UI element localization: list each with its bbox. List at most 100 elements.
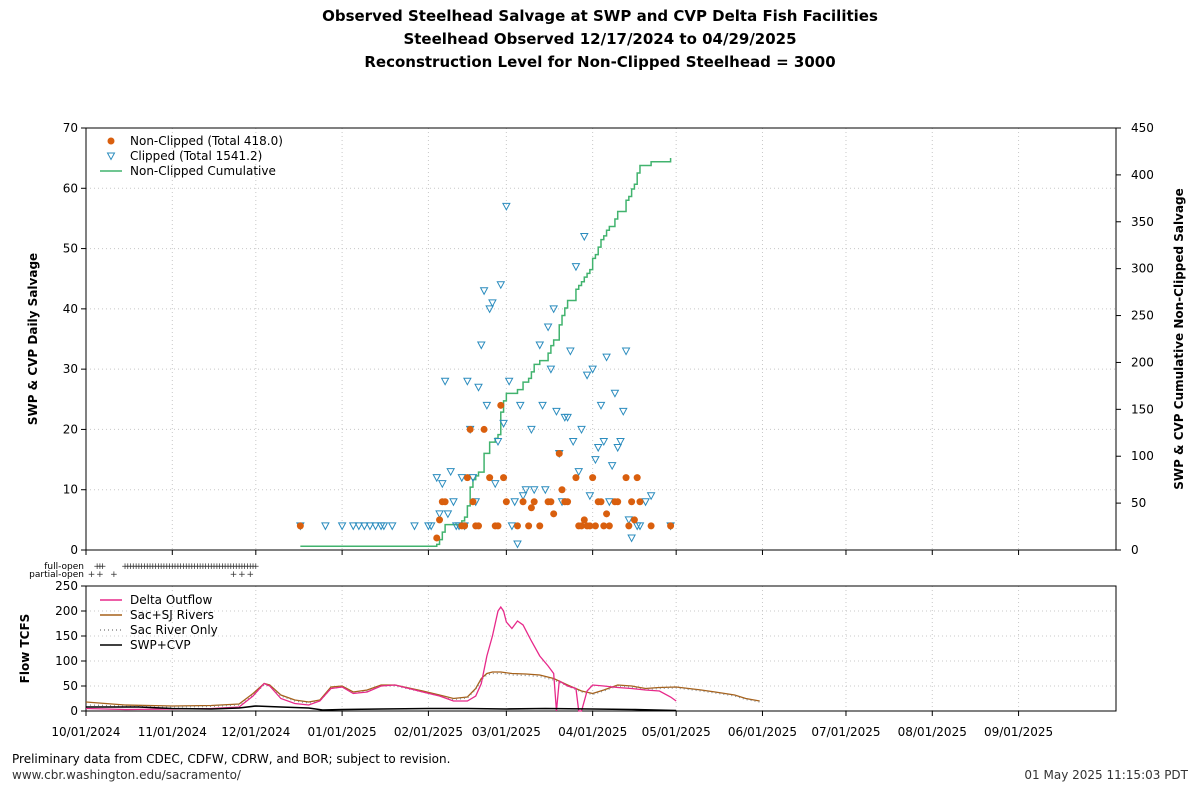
legend-label-cumulative: Non-Clipped Cumulative bbox=[130, 164, 276, 178]
clipped-point-7 bbox=[371, 522, 380, 531]
legend-label-non-clipped: Non-Clipped (Total 418.0) bbox=[130, 134, 283, 148]
top-ytick-label-0: 0 bbox=[70, 543, 78, 557]
ops-full-open-mark-19: + bbox=[166, 562, 174, 572]
clipped-point-55 bbox=[552, 407, 561, 416]
chart-title-2: Steelhead Observed 12/17/2024 to 04/29/2… bbox=[403, 30, 797, 48]
non-clipped-point-31 bbox=[564, 498, 572, 506]
non-clipped-point-15 bbox=[494, 522, 502, 530]
ops-full-open-mark-47: + bbox=[244, 562, 252, 572]
top-y2tick-label-7: 350 bbox=[1131, 215, 1154, 229]
non-clipped-point-26 bbox=[547, 498, 555, 506]
flow-series-sac-sj-rivers bbox=[85, 671, 760, 707]
clipped-point-33 bbox=[485, 305, 494, 314]
non-clipped-point-27 bbox=[550, 510, 558, 518]
top-y2tick-label-9: 450 bbox=[1131, 121, 1154, 135]
clipped-point-46 bbox=[521, 486, 531, 495]
top-plot-frame bbox=[85, 127, 1117, 551]
top-ytick-label-5: 50 bbox=[63, 242, 78, 256]
ops-partial-open-mark-3: + bbox=[230, 570, 238, 580]
ops-full-open-mark-38: + bbox=[219, 562, 227, 572]
non-clipped-point-43 bbox=[603, 510, 611, 518]
clipped-point-4 bbox=[354, 522, 364, 531]
clipped-point-48 bbox=[529, 486, 539, 495]
clipped-point-80 bbox=[621, 347, 631, 356]
non-clipped-point-54 bbox=[667, 522, 675, 530]
ops-full-open-mark-28: + bbox=[191, 562, 199, 572]
footer-note: Preliminary data from CDEC, CDFW, CDRW, … bbox=[12, 752, 451, 766]
clipped-point-47 bbox=[527, 425, 536, 434]
flow-ytick-label-0: 0 bbox=[70, 704, 78, 718]
flow-legend-label-0: Delta Outflow bbox=[130, 593, 212, 607]
non-clipped-point-11 bbox=[475, 522, 483, 530]
clipped-point-60 bbox=[566, 347, 575, 356]
clipped-point-44 bbox=[515, 401, 525, 410]
ops-full-open-mark-42: + bbox=[230, 562, 238, 572]
legend-label-clipped: Clipped (Total 1541.2) bbox=[130, 149, 262, 163]
non-clipped-point-50 bbox=[630, 516, 638, 524]
clipped-point-85 bbox=[641, 498, 650, 507]
non-clipped-point-32 bbox=[572, 474, 580, 482]
x-tick-label-0: 10/01/2024 bbox=[51, 725, 120, 739]
legend-marker-clipped bbox=[106, 152, 116, 161]
flow-legend-label-2: Sac River Only bbox=[130, 623, 218, 637]
ops-full-open-mark-37: + bbox=[216, 562, 224, 572]
clipped-point-29 bbox=[474, 383, 483, 392]
ops-full-open-mark-41: + bbox=[227, 562, 235, 572]
x-tick-label-2: 12/01/2024 bbox=[221, 725, 290, 739]
footer-url[interactable]: www.cbr.washington.edu/sacramento/ bbox=[12, 768, 241, 782]
flow-series-swp-cvp bbox=[86, 705, 677, 712]
clipped-point-16 bbox=[437, 480, 447, 489]
ops-full-open-mark-40: + bbox=[224, 562, 232, 572]
ops-full-open-mark-33: + bbox=[205, 562, 213, 572]
ops-full-open-mark-16: + bbox=[157, 562, 165, 572]
clipped-point-13 bbox=[426, 522, 436, 531]
clipped-point-52 bbox=[543, 323, 553, 332]
ops-full-open-mark-9: + bbox=[138, 562, 146, 572]
ops-partial-open-mark-5: + bbox=[246, 570, 254, 580]
clipped-point-78 bbox=[616, 437, 625, 447]
clipped-point-59 bbox=[563, 413, 572, 422]
ops-partial-open-mark-0: + bbox=[88, 570, 96, 580]
clipped-point-43 bbox=[513, 540, 522, 549]
clipped-point-70 bbox=[593, 444, 603, 453]
clipped-point-17 bbox=[440, 377, 450, 386]
non-clipped-point-35 bbox=[580, 516, 588, 524]
x-tick-label-8: 06/01/2025 bbox=[728, 725, 797, 739]
ops-full-open-mark-4: + bbox=[124, 562, 132, 572]
ops-full-open-mark-25: + bbox=[182, 562, 190, 572]
x-tick-label-6: 04/01/2025 bbox=[558, 725, 627, 739]
non-clipped-point-42 bbox=[600, 522, 608, 530]
clipped-point-81 bbox=[624, 516, 634, 525]
flow-legend-label-1: Sac+SJ Rivers bbox=[130, 608, 214, 622]
non-clipped-point-16 bbox=[497, 401, 505, 409]
clipped-point-39 bbox=[502, 202, 511, 211]
ops-full-open-mark-49: + bbox=[249, 562, 257, 572]
ops-full-open-mark-20: + bbox=[169, 562, 177, 572]
clipped-point-37 bbox=[496, 281, 506, 290]
non-clipped-point-53 bbox=[647, 522, 655, 530]
ops-full-open-mark-1: + bbox=[96, 562, 104, 572]
non-clipped-point-44 bbox=[605, 522, 613, 530]
x-tick-label-11: 09/01/2025 bbox=[984, 725, 1053, 739]
clipped-point-86 bbox=[646, 492, 656, 501]
ops-full-open-mark-26: + bbox=[185, 562, 193, 572]
non-clipped-point-6 bbox=[461, 522, 469, 530]
flow-ytick-label-4: 200 bbox=[55, 604, 78, 618]
clipped-point-63 bbox=[574, 468, 584, 477]
non-clipped-point-12 bbox=[480, 425, 488, 433]
ops-full-open-mark-17: + bbox=[160, 562, 168, 572]
ops-full-open-mark-13: + bbox=[149, 562, 157, 572]
ops-label-full-open: full-open bbox=[44, 562, 84, 572]
non-clipped-point-37 bbox=[586, 522, 594, 530]
non-clipped-point-8 bbox=[466, 425, 474, 433]
non-clipped-point-21 bbox=[525, 522, 533, 530]
ops-full-open-mark-11: + bbox=[143, 562, 151, 572]
clipped-point-72 bbox=[599, 437, 609, 447]
x-tick-label-9: 07/01/2025 bbox=[811, 725, 880, 739]
non-clipped-point-39 bbox=[591, 522, 599, 530]
clipped-point-5 bbox=[360, 522, 369, 531]
clipped-point-50 bbox=[538, 401, 547, 410]
non-clipped-point-9 bbox=[469, 498, 477, 506]
ops-full-open-mark-43: + bbox=[233, 562, 241, 572]
